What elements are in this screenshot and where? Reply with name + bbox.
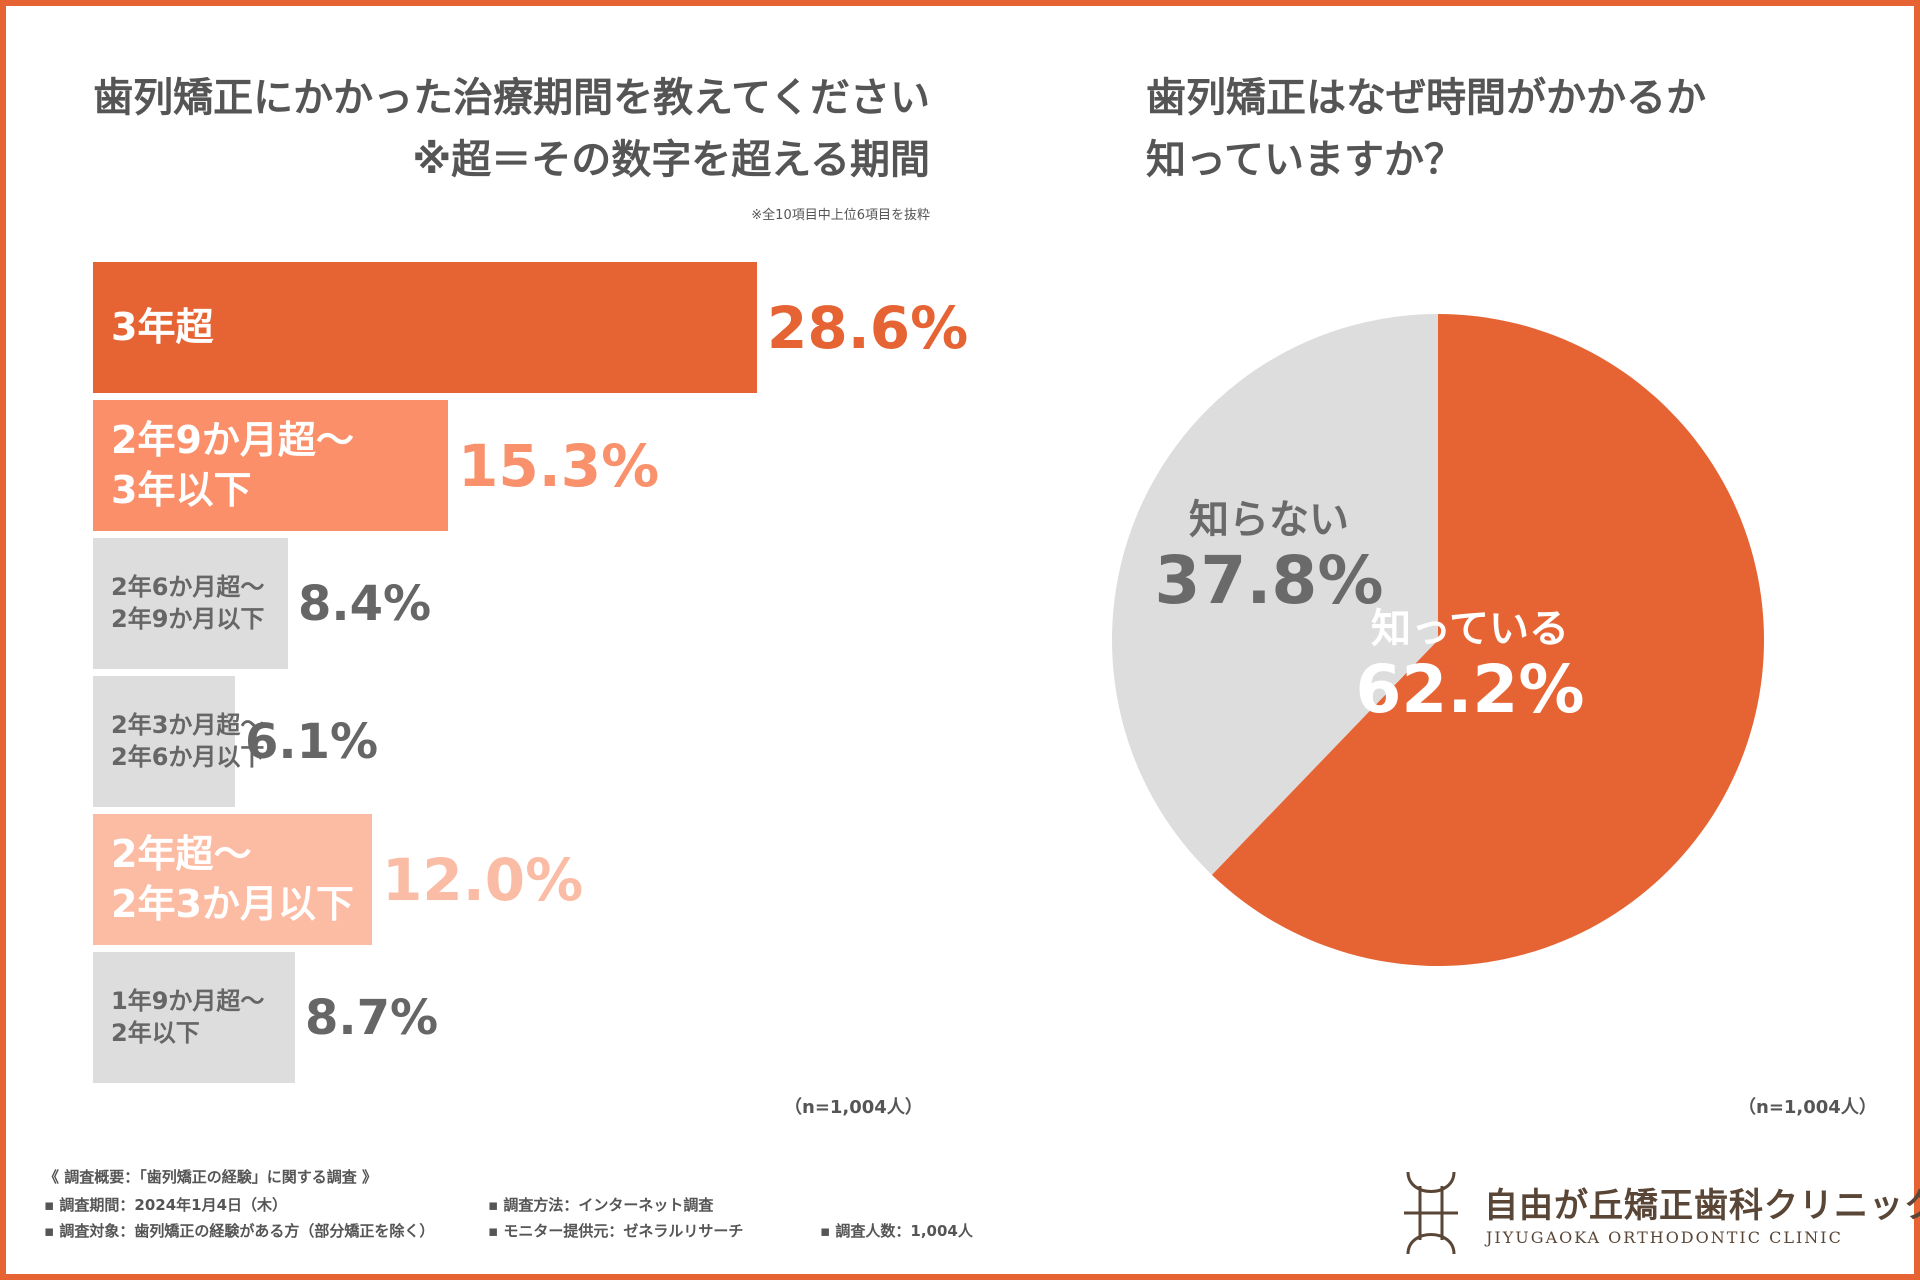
bar-category-label: 2年6か月超～ 2年9か月以下 [111, 538, 264, 669]
bar [93, 538, 288, 669]
bar-category-label-line: 3年超 [111, 304, 214, 349]
pie-chart [1112, 314, 1764, 967]
pie-label-known-text: 知っている [1371, 606, 1569, 652]
bar-category-label-line: 3年以下 [111, 467, 252, 512]
clinic-logo: 自由が丘矯正歯科クリニック JIYUGAOKA ORTHODONTIC CLIN… [1400, 1168, 1920, 1258]
bar-category-label-line: 2年6か月超～ [111, 573, 265, 602]
bar-category-label-line: 2年6か月以下 [111, 742, 265, 771]
bar-value-label: 12.0% [382, 845, 584, 914]
clinic-name: 自由が丘矯正歯科クリニック [1484, 1186, 1920, 1226]
clinic-logo-icon [1404, 1171, 1458, 1255]
pie-slice-unknown [1112, 314, 1438, 875]
survey-count: ▪ 調査人数：1,004人 [820, 1222, 973, 1240]
bar-chart-sample-size: （n=1,004人） [784, 1097, 923, 1118]
bar-category-label: 2年超～ 2年3か月以下 [111, 814, 354, 945]
clinic-name-en: JIYUGAOKA ORTHODONTIC CLINIC [1486, 1228, 1843, 1247]
bar [93, 952, 295, 1083]
bar [93, 676, 235, 807]
bar-category-label-line: 2年3か月以下 [111, 881, 354, 926]
bar-value-label: 8.4% [298, 575, 432, 632]
pie-chart-title-line2: 知っていますか？ [1146, 137, 1464, 183]
bar [93, 262, 757, 393]
survey-monitor: ▪ モニター提供元：ゼネラルリサーチ [488, 1222, 744, 1240]
survey-title: 《 調査概要：「歯列矯正の経験」に関する調査 》 [44, 1168, 377, 1186]
survey-method: ▪ 調査方法：インターネット調査 [488, 1196, 714, 1214]
pie-label-unknown-value: 37.8% [1154, 542, 1384, 619]
bar-category-label-line: 2年9か月超～ [111, 418, 354, 463]
bar-category-label-line: 1年9か月超～ [111, 987, 265, 1016]
bar-category-label: 3年超 [111, 262, 213, 393]
bar-value-label: 28.6% [767, 293, 969, 362]
survey-target: ▪ 調査対象：歯列矯正の経験がある方（部分矯正を除く） [44, 1222, 435, 1240]
pie-label-unknown: 知らない 37.8% [1119, 497, 1419, 619]
bar-value-label: 6.1% [245, 713, 379, 770]
bar-category-label-line: 2年9か月以下 [111, 604, 265, 633]
bar-category-label-line: 2年超～ [111, 832, 252, 877]
pie-label-unknown-text: 知らない [1189, 497, 1349, 543]
bar-value-label: 15.3% [458, 431, 660, 500]
bar-value-label: 8.7% [305, 989, 439, 1046]
bar-category-label: 2年9か月超～ 3年以下 [111, 400, 354, 531]
pie-label-known-value: 62.2% [1355, 651, 1585, 728]
bar-chart-subtitle: ※超＝その数字を超える期間 [412, 137, 930, 183]
bar-chart-note: ※全10項目中上位6項目を抜粋 [751, 208, 930, 223]
bar [93, 814, 372, 945]
bar-category-label-line: 2年以下 [111, 1018, 200, 1047]
survey-period: ▪ 調査期間：2024年1月4日（木） [44, 1196, 288, 1214]
bar-category-label: 2年3か月超～ 2年6か月以下 [111, 676, 264, 807]
pie-slice-known [1211, 314, 1764, 967]
bar-chart: 3年超 28.6% 2年9か月超～ 3年以下 15.3% 2年6か月超～ 2年9か月以下 8.… [93, 262, 973, 1084]
pie-label-known: 知っている 62.2% [1320, 606, 1620, 728]
pie-chart-title-line1: 歯列矯正はなぜ時間がかかるか [1146, 75, 1706, 121]
bar [93, 400, 448, 531]
pie-chart-sample-size: （n=1,004人） [1738, 1097, 1877, 1118]
bar-category-label: 1年9か月超～ 2年以下 [111, 952, 264, 1083]
bar-category-label-line: 2年3か月超～ [111, 711, 265, 740]
bar-chart-title: 歯列矯正にかかった治療期間を教えてください [93, 75, 930, 121]
